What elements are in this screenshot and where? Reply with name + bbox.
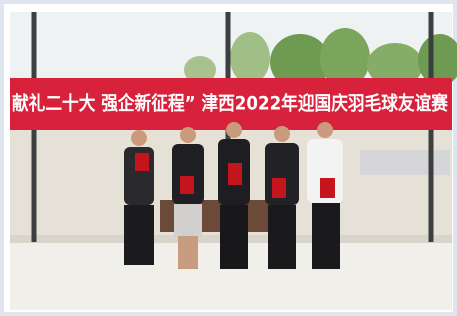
parked-cars — [360, 150, 450, 175]
head — [274, 126, 290, 142]
certificate — [228, 163, 242, 185]
photo-frame: 献礼二十大 强企新征程” 津西2022年迎国庆羽毛球友谊赛 — [0, 0, 457, 316]
head — [226, 122, 242, 138]
person — [265, 126, 299, 269]
person — [124, 130, 154, 265]
banner-text: 献礼二十大 强企新征程” 津西2022年迎国庆羽毛球友谊赛 — [12, 92, 449, 115]
certificate — [272, 178, 286, 198]
photo: 献礼二十大 强企新征程” 津西2022年迎国庆羽毛球友谊赛 — [10, 12, 457, 310]
person — [307, 122, 343, 269]
certificate — [135, 153, 149, 171]
legs — [220, 205, 248, 269]
torso — [172, 144, 204, 204]
legs — [312, 203, 340, 269]
legs — [124, 205, 154, 265]
head — [317, 122, 333, 138]
legs — [178, 236, 198, 269]
tree — [230, 32, 270, 84]
shorts — [174, 204, 202, 236]
certificate — [180, 176, 194, 194]
certificate — [320, 178, 335, 198]
head — [131, 130, 147, 146]
legs — [268, 205, 296, 269]
page: 献礼二十大 强企新征程” 津西2022年迎国庆羽毛球友谊赛 — [0, 0, 457, 316]
head — [180, 127, 196, 143]
person — [218, 122, 250, 269]
